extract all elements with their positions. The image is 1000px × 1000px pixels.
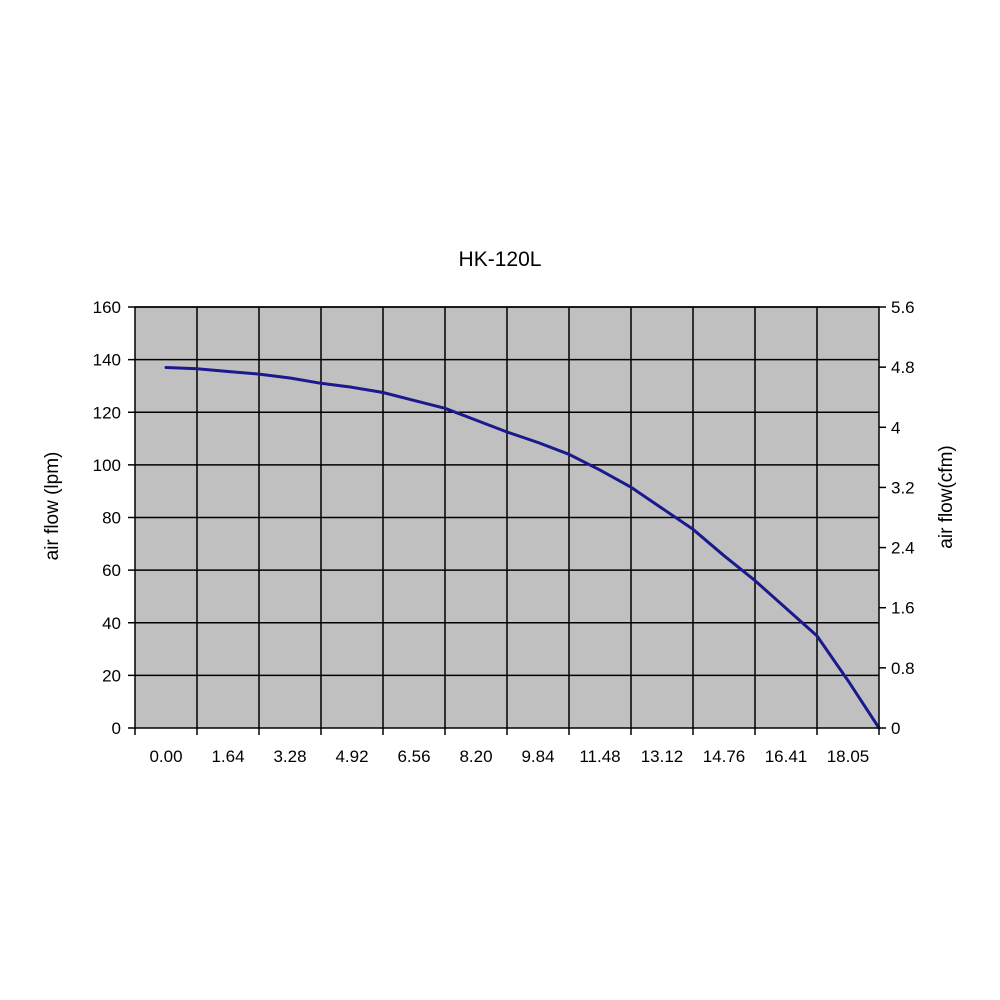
- y2-tick-label: 0: [891, 719, 900, 738]
- x-tick-label: 3.28: [273, 747, 306, 766]
- x-tick-label: 1.64: [211, 747, 244, 766]
- x-tick-label: 6.56: [397, 747, 430, 766]
- y2-axis-label: air flow(cfm): [936, 445, 957, 548]
- x-tick-label: 8.20: [459, 747, 492, 766]
- y2-tick-label: 1.6: [891, 599, 915, 618]
- x-tick-label: 11.48: [579, 747, 620, 766]
- y2-tick-label: 4.8: [891, 358, 915, 377]
- y2-tick-label: 3.2: [891, 478, 915, 497]
- y-tick-label: 20: [102, 666, 121, 685]
- y2-tick-label: 5.6: [891, 298, 915, 317]
- y-tick-label: 120: [93, 403, 121, 422]
- y-axis-label: air flow (lpm): [42, 452, 63, 561]
- y2-tick-label: 4: [891, 418, 900, 437]
- y-tick-label: 100: [93, 456, 121, 475]
- x-tick-label: 9.84: [521, 747, 554, 766]
- y-tick-label: 0: [112, 719, 121, 738]
- y-tick-labels: 0 20 40 60 80 100 120 140 160: [93, 298, 121, 738]
- y-tick-label: 40: [102, 614, 121, 633]
- x-tick-label: 13.12: [641, 747, 684, 766]
- x-tick-label: 16.41: [765, 747, 808, 766]
- axes: [128, 306, 886, 735]
- y-tick-label: 60: [102, 561, 121, 580]
- x-tick-label: 14.76: [703, 747, 746, 766]
- y-tick-label: 80: [102, 509, 121, 528]
- y-tick-label: 160: [93, 298, 121, 317]
- x-tick-labels: 0.00 1.64 3.28 4.92 6.56 8.20 9.84 11.48 13.12 14…: [149, 747, 869, 766]
- y2-tick-label: 0.8: [891, 659, 915, 678]
- y2-tick-label: 2.4: [891, 539, 915, 558]
- series-line: [164, 366, 881, 730]
- x-tick-label: 4.92: [335, 747, 368, 766]
- chart-title: HK-120L: [459, 248, 542, 271]
- x-tick-label: 18.05: [827, 747, 870, 766]
- x-tick-label: 0.00: [149, 747, 182, 766]
- y-tick-label: 140: [93, 351, 121, 370]
- y2-tick-labels: 0 0.8 1.6 2.4 3.2 4 4.8 5.6: [891, 298, 915, 738]
- plot-border: [134, 306, 880, 729]
- series-group: [164, 366, 881, 730]
